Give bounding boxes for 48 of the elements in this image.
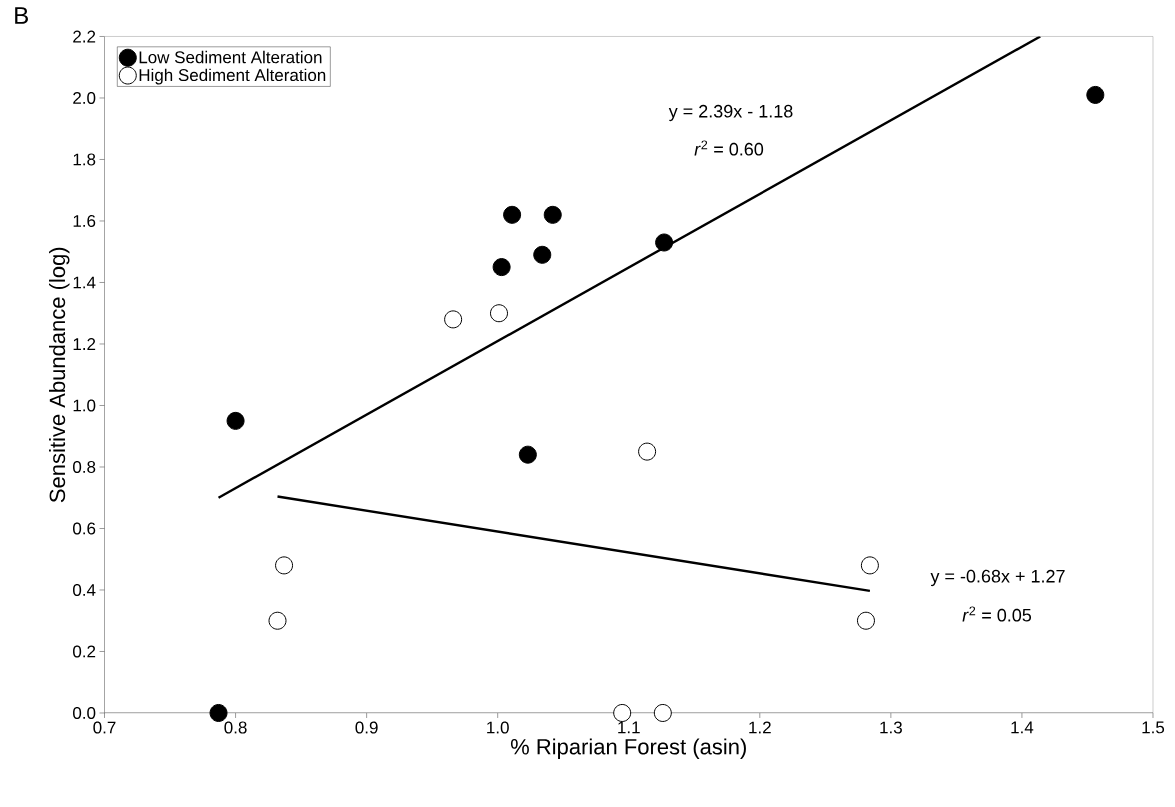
point — [490, 304, 508, 323]
legend-label: High Sediment Alteration — [139, 68, 326, 85]
y-tick-label: 2.0 — [73, 91, 96, 105]
y-tick-label: 1.6 — [73, 214, 96, 228]
x-tick-label: 1.0 — [487, 721, 509, 734]
point — [533, 245, 552, 264]
y-tick-label: 1.8 — [73, 153, 96, 166]
y-tick-label: 1.4 — [73, 276, 96, 289]
point — [856, 611, 875, 630]
point — [492, 258, 511, 277]
x-tick-label: 1.1 — [618, 721, 640, 734]
point — [209, 703, 228, 722]
x-axis-title: % Riparian Forest (asin) — [510, 738, 746, 759]
point — [860, 556, 879, 575]
annotation: y = 2.39x - 1.18 — [668, 104, 793, 122]
y-tick-label: 0.0 — [73, 706, 96, 720]
y-tick-label: 0.2 — [73, 645, 96, 658]
point — [268, 611, 287, 630]
y-tick-label: 0.4 — [73, 583, 96, 597]
point — [1086, 85, 1105, 104]
point — [518, 445, 537, 464]
x-tick-label: 0.7 — [93, 721, 116, 734]
x-tick-label: 0.9 — [355, 721, 378, 734]
y-tick-label: 0.6 — [73, 522, 96, 535]
x-tick-label: 1.2 — [749, 721, 771, 734]
x-tick-label: 1.4 — [1011, 721, 1034, 734]
annotation: r$^{2}$ = 0.60 — [694, 140, 764, 156]
text: B — [15, 7, 28, 24]
point — [543, 205, 562, 224]
point — [444, 310, 463, 329]
point — [653, 703, 672, 722]
point — [226, 411, 245, 430]
x-tick-label: 1.5 — [1142, 721, 1165, 734]
x-tick-label: 0.8 — [224, 721, 247, 734]
point — [275, 556, 294, 575]
annotation: r$^{2}$ = 0.05 — [962, 606, 1032, 622]
point — [503, 205, 522, 224]
point — [655, 233, 674, 252]
annotation: y = -0.68x + 1.27 — [930, 569, 1065, 587]
point — [613, 703, 632, 722]
point — [638, 442, 657, 461]
y-tick-label: 1.0 — [73, 399, 96, 412]
y-tick-label: 2.2 — [73, 30, 96, 43]
y-tick-label: 0.8 — [73, 460, 96, 474]
legend-label: Low Sediment Alteration — [139, 50, 322, 64]
x-tick-label: 1.3 — [880, 721, 902, 734]
y-axis-title: Sensitive Abundance (log) — [49, 247, 70, 503]
y-tick-label: 1.2 — [73, 338, 96, 350]
